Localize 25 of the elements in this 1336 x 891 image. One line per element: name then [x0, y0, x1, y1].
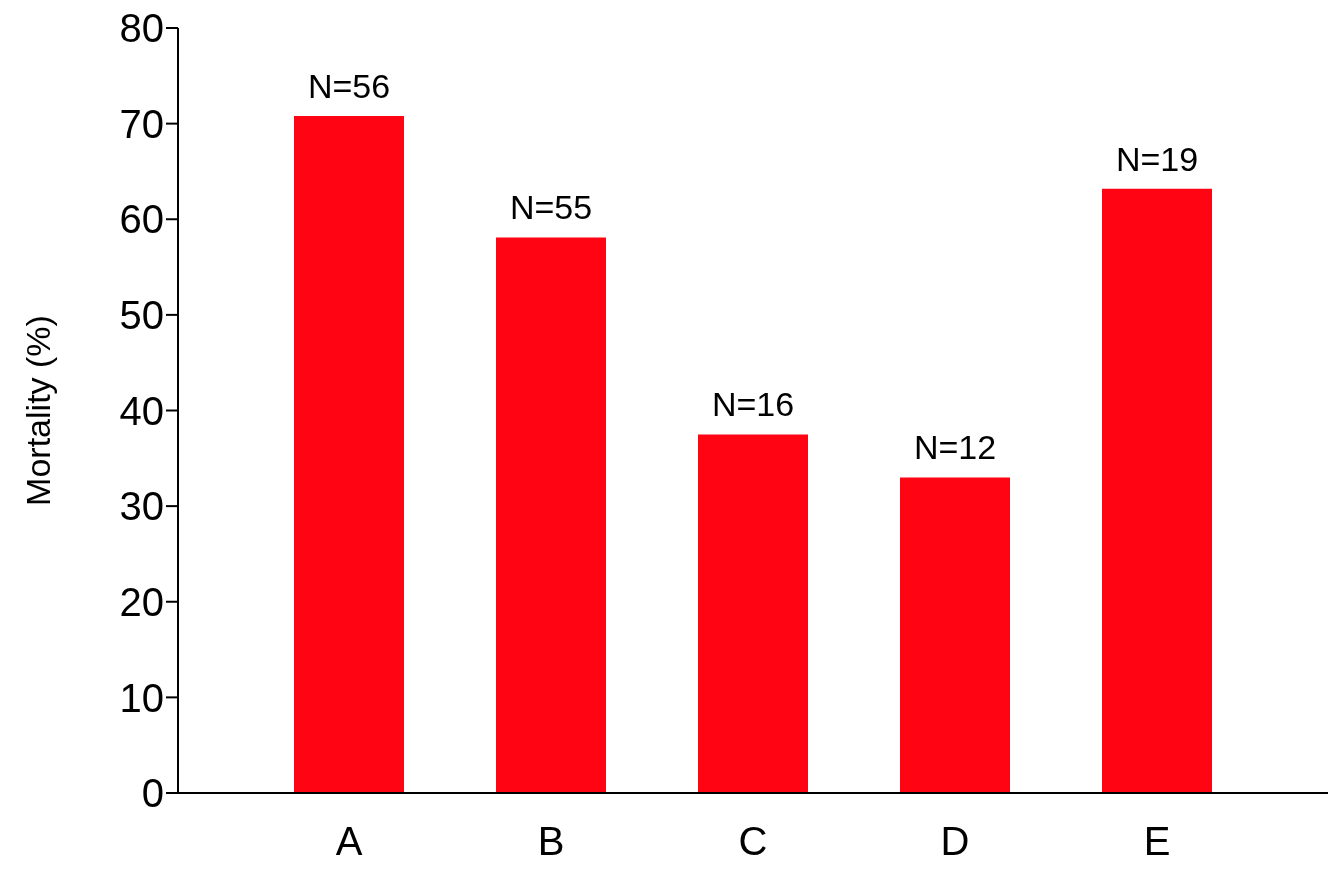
bar [496, 237, 606, 793]
bar [1102, 188, 1212, 793]
y-axis-title: Mortality (%) [19, 315, 58, 506]
y-tick-label: 80 [119, 6, 164, 51]
y-tick-label: 70 [119, 101, 164, 146]
x-tick-label: E [1143, 819, 1171, 864]
y-tick-label: 60 [119, 197, 164, 242]
annotation: N=16 [711, 385, 795, 424]
x-tick-label: B [537, 819, 565, 864]
y-tick-label: 20 [119, 579, 164, 624]
bar [698, 434, 808, 793]
annotation: N=12 [913, 428, 997, 467]
y-tick-label: 40 [119, 388, 164, 433]
y-tick-label: 10 [119, 675, 164, 720]
x-tick-label: A [335, 819, 363, 864]
bar [294, 115, 404, 793]
y-tick-label: 30 [119, 484, 164, 529]
annotation: N=19 [1115, 139, 1199, 178]
bar [900, 477, 1010, 793]
x-tick-label: D [940, 819, 970, 864]
y-tick-label: 50 [119, 293, 164, 338]
y-tick-label: 0 [141, 771, 164, 816]
x-tick-label: C [738, 819, 768, 864]
annotation: N=55 [509, 188, 593, 227]
annotation: N=56 [307, 66, 391, 105]
